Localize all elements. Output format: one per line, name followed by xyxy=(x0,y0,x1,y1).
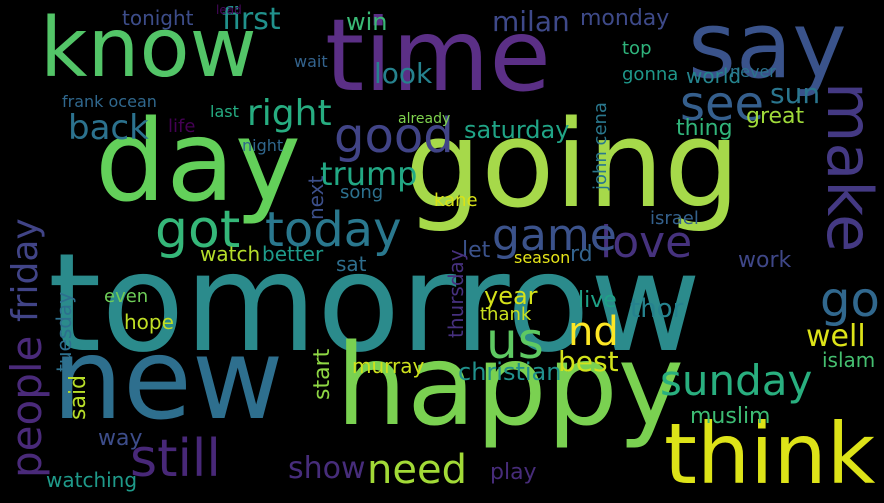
word-way: way xyxy=(98,426,143,451)
word-thing: thing xyxy=(676,116,733,141)
word-going: going xyxy=(405,96,741,235)
word-murray: murray xyxy=(352,354,425,378)
word-world: world xyxy=(686,64,742,88)
word-today: today xyxy=(265,202,402,258)
word-tuesday: tuesday xyxy=(52,291,76,372)
word-tonight: tonight xyxy=(122,6,194,30)
word-said: said xyxy=(66,374,91,420)
word-last: last xyxy=(210,102,239,121)
word-thursday: thursday xyxy=(444,249,468,338)
word-islam: islam xyxy=(822,348,876,372)
word-back: back xyxy=(68,108,149,148)
word-christian: christian xyxy=(458,358,562,386)
word-rd: rd xyxy=(570,242,593,267)
word-friday: friday xyxy=(5,218,46,322)
word-even: even xyxy=(104,286,149,307)
word-year: year xyxy=(484,282,538,310)
word-love: love xyxy=(600,217,693,268)
word-people: people xyxy=(2,335,51,478)
word-thor: thor xyxy=(630,294,684,324)
word-go: go xyxy=(820,272,880,328)
word-got: got xyxy=(155,200,241,260)
word-trump: trump xyxy=(320,155,418,193)
word-play: play xyxy=(490,460,537,485)
word-sunday: sunday xyxy=(660,356,813,405)
word-hope: hope xyxy=(124,310,174,334)
word-know: know xyxy=(40,1,257,96)
word-kane: kane xyxy=(434,190,478,211)
word-night: night xyxy=(242,136,284,155)
word-better: better xyxy=(262,242,324,266)
word-wait: wait xyxy=(294,52,328,71)
word-make: make xyxy=(813,82,884,253)
word-work: work xyxy=(738,248,792,273)
word-win: win xyxy=(346,8,388,36)
word-new: new xyxy=(52,315,284,445)
word-tomorrow: tomorrow xyxy=(48,225,702,383)
word-sat: sat xyxy=(336,252,367,276)
word-see: see xyxy=(680,76,765,132)
word-game: game xyxy=(492,210,617,261)
word-let: let xyxy=(462,238,491,263)
word-never: never xyxy=(730,62,776,81)
word-thank: thank xyxy=(480,304,532,325)
word-well: well xyxy=(806,319,866,354)
word-next: next xyxy=(304,175,328,220)
word-song: song xyxy=(340,182,384,203)
word-nd: nd xyxy=(568,309,619,355)
word-watch: watch xyxy=(200,242,261,266)
word-us: us xyxy=(486,312,544,370)
word-season: season xyxy=(514,248,571,267)
word-john-cena: john cena xyxy=(590,102,611,190)
word-time: time xyxy=(325,0,551,114)
word-israel: israel xyxy=(650,208,699,229)
word-lead: lead xyxy=(216,3,242,17)
word-best: best xyxy=(558,345,619,378)
word-look: look xyxy=(374,57,433,90)
word-show: show xyxy=(288,451,366,486)
word-muslim: muslim xyxy=(690,404,771,429)
word-watching: watching xyxy=(46,468,138,492)
word-monday: monday xyxy=(580,6,670,31)
word-still: still xyxy=(130,429,221,489)
word-start: start xyxy=(310,348,335,400)
word-top: top xyxy=(622,38,652,59)
word-live: live xyxy=(578,288,617,313)
word-already: already xyxy=(398,111,451,127)
word-good: good xyxy=(334,108,454,164)
word-great: great xyxy=(746,104,805,129)
word-gonna: gonna xyxy=(622,64,679,85)
word-think: think xyxy=(664,405,876,503)
word-right: right xyxy=(247,93,332,134)
word-happy: happy xyxy=(336,321,685,451)
word-saturday: saturday xyxy=(464,116,570,144)
word-milan: milan xyxy=(492,5,570,38)
word-sun: sun xyxy=(770,77,821,110)
word-day: day xyxy=(95,97,302,227)
word-life: life xyxy=(168,116,196,137)
word-need: need xyxy=(367,447,467,493)
word-say: say xyxy=(688,0,847,99)
word-first: first xyxy=(222,2,281,37)
word-frank-ocean: frank ocean xyxy=(62,92,157,111)
